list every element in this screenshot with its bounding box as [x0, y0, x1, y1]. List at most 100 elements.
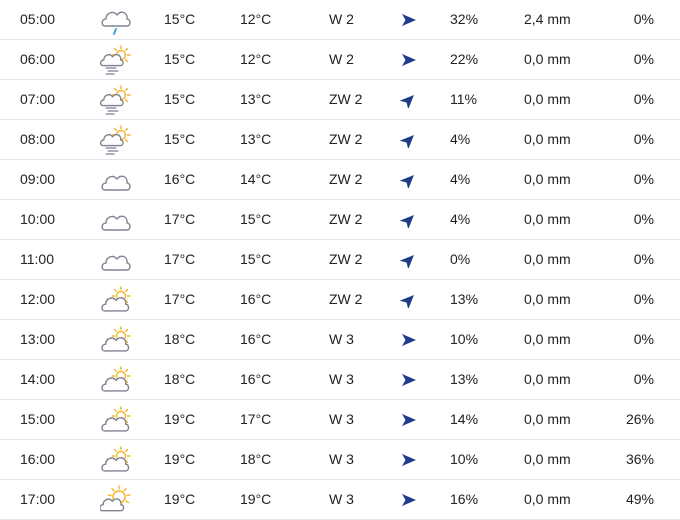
- temperature-value: 17°C: [164, 291, 196, 307]
- forecast-row: 17:00 19°C 19°C W 3 16% 0,0 mm 49%: [0, 480, 680, 520]
- humidity-value: 14%: [450, 411, 479, 427]
- temperature-value: 19°C: [164, 451, 196, 467]
- hour-label: 08:00: [20, 131, 56, 147]
- precipitation-value: 0,0 mm: [524, 131, 571, 147]
- hour-label: 05:00: [20, 11, 56, 27]
- wind-direction-arrow-icon: [400, 372, 418, 388]
- forecast-row: 16:00 19°C 18°C W 3 10% 0,0 mm 36%: [0, 440, 680, 480]
- forecast-row: 13:00 18°C 16°C W 3 10% 0,0 mm 0%: [0, 320, 680, 360]
- temperature-value: 19°C: [164, 411, 196, 427]
- feels-like-value: 13°C: [240, 91, 272, 107]
- hour-label: 09:00: [20, 171, 56, 187]
- hour-label: 15:00: [20, 411, 56, 427]
- precipitation-value: 0,0 mm: [524, 91, 571, 107]
- cloud-icon: [100, 164, 134, 196]
- temperature-value: 17°C: [164, 211, 196, 227]
- hour-label: 14:00: [20, 371, 56, 387]
- sun-fog-cloud-icon: [100, 124, 134, 156]
- wind-direction-arrow-icon: [400, 92, 418, 108]
- wind-value: ZW 2: [329, 131, 363, 147]
- wind-value: W 3: [329, 371, 354, 387]
- forecast-row: 12:00 17°C 16°C ZW 2 13% 0,0 mm 0%: [0, 280, 680, 320]
- wind-direction-arrow-icon: [400, 252, 418, 268]
- wind-direction-arrow-icon: [400, 212, 418, 228]
- precipitation-chance-value: 26%: [625, 411, 654, 427]
- forecast-row: 08:00 15°C 13°C ZW 2 4% 0,0 mm 0%: [0, 120, 680, 160]
- feels-like-value: 14°C: [240, 171, 272, 187]
- precipitation-value: 2,4 mm: [524, 11, 571, 27]
- hour-label: 10:00: [20, 211, 56, 227]
- humidity-value: 11%: [450, 91, 477, 107]
- temperature-value: 18°C: [164, 331, 196, 347]
- precipitation-value: 0,0 mm: [524, 491, 571, 507]
- sun-behind-cloud-icon: [100, 484, 134, 516]
- forecast-row: 09:00 16°C 14°C ZW 2 4% 0,0 mm 0%: [0, 160, 680, 200]
- temperature-value: 18°C: [164, 371, 196, 387]
- feels-like-value: 15°C: [240, 211, 272, 227]
- humidity-value: 13%: [450, 371, 479, 387]
- humidity-value: 16%: [450, 491, 479, 507]
- precipitation-chance-value: 0%: [633, 51, 654, 67]
- wind-direction-arrow-icon: [400, 452, 418, 468]
- feels-like-value: 16°C: [240, 331, 272, 347]
- hour-label: 11:00: [20, 251, 54, 267]
- feels-like-value: 13°C: [240, 131, 272, 147]
- wind-value: W 3: [329, 331, 354, 347]
- partly-cloudy-icon: [100, 284, 134, 316]
- precipitation-chance-value: 0%: [633, 171, 654, 187]
- hour-label: 12:00: [20, 291, 56, 307]
- wind-direction-arrow-icon: [400, 332, 418, 348]
- feels-like-value: 15°C: [240, 251, 272, 267]
- forecast-row: 10:00 17°C 15°C ZW 2 4% 0,0 mm 0%: [0, 200, 680, 240]
- wind-value: W 3: [329, 411, 354, 427]
- precipitation-chance-value: 0%: [633, 131, 654, 147]
- hour-label: 06:00: [20, 51, 56, 67]
- wind-direction-arrow-icon: [400, 132, 418, 148]
- humidity-value: 13%: [450, 291, 479, 307]
- precipitation-value: 0,0 mm: [524, 331, 571, 347]
- wind-value: W 2: [329, 51, 354, 67]
- partly-cloudy-icon: [100, 324, 134, 356]
- wind-value: ZW 2: [329, 211, 363, 227]
- hour-label: 07:00: [20, 91, 56, 107]
- forecast-row: 14:00 18°C 16°C W 3 13% 0,0 mm 0%: [0, 360, 680, 400]
- hour-label: 16:00: [20, 451, 56, 467]
- wind-direction-arrow-icon: [400, 52, 418, 68]
- partly-cloudy-icon: [100, 364, 134, 396]
- cloud-rain-icon: [100, 4, 134, 36]
- humidity-value: 32%: [450, 11, 479, 27]
- precipitation-chance-value: 0%: [633, 331, 654, 347]
- precipitation-value: 0,0 mm: [524, 411, 571, 427]
- temperature-value: 19°C: [164, 491, 196, 507]
- precipitation-chance-value: 0%: [633, 251, 654, 267]
- hour-label: 17:00: [20, 491, 56, 507]
- precipitation-chance-value: 0%: [633, 291, 654, 307]
- precipitation-chance-value: 36%: [625, 451, 654, 467]
- forecast-row: 15:00 19°C 17°C W 3 14% 0,0 mm 26%: [0, 400, 680, 440]
- feels-like-value: 19°C: [240, 491, 272, 507]
- precipitation-chance-value: 0%: [633, 371, 654, 387]
- feels-like-value: 18°C: [240, 451, 272, 467]
- precipitation-value: 0,0 mm: [524, 291, 571, 307]
- precipitation-value: 0,0 mm: [524, 251, 571, 267]
- wind-value: W 3: [329, 451, 354, 467]
- wind-direction-arrow-icon: [400, 292, 418, 308]
- partly-cloudy-icon: [100, 444, 134, 476]
- humidity-value: 4%: [450, 171, 471, 187]
- wind-value: ZW 2: [329, 171, 363, 187]
- wind-direction-arrow-icon: [400, 172, 418, 188]
- temperature-value: 17°C: [164, 251, 196, 267]
- humidity-value: 4%: [450, 211, 471, 227]
- temperature-value: 15°C: [164, 51, 196, 67]
- feels-like-value: 12°C: [240, 51, 272, 67]
- cloud-icon: [100, 204, 134, 236]
- temperature-value: 16°C: [164, 171, 196, 187]
- feels-like-value: 16°C: [240, 291, 272, 307]
- humidity-value: 0%: [450, 251, 471, 267]
- sun-fog-cloud-icon: [100, 44, 134, 76]
- wind-value: ZW 2: [329, 291, 363, 307]
- wind-value: W 2: [329, 11, 354, 27]
- cloud-icon: [100, 244, 134, 276]
- humidity-value: 10%: [450, 331, 479, 347]
